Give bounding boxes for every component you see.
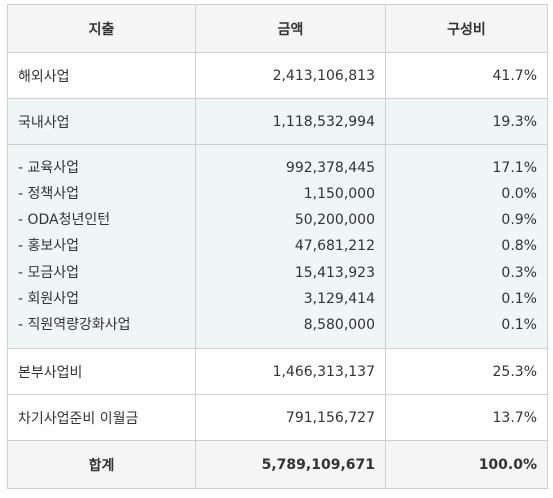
sub-item-label: - ODA청년인턴 — [18, 212, 111, 229]
table-row-hq-expenses: 본부사업비 1,466,313,137 25.3% — [7, 348, 548, 395]
row-amount: 1,466,313,137 — [195, 348, 386, 395]
row-label: 국내사업 — [7, 98, 196, 145]
row-ratio: 41.7% — [385, 52, 548, 99]
sub-item-ratio: 0.1% — [501, 316, 537, 333]
sub-item-amount: 1,150,000 — [303, 186, 375, 203]
total-label: 합계 — [7, 440, 196, 489]
sub-item-amount: 3,129,414 — [303, 290, 375, 307]
header-ratio: 구성비 — [385, 4, 548, 53]
row-label: 본부사업비 — [7, 348, 196, 395]
table-row-overseas: 해외사업 2,413,106,813 41.7% — [7, 52, 548, 99]
row-ratio: 13.7% — [385, 394, 548, 441]
expenditure-table: 지출 금액 구성비 해외사업 2,413,106,813 41.7% 국내사업 … — [7, 4, 548, 489]
sub-item-label: - 모금사업 — [18, 264, 80, 281]
header-row: 지출 금액 구성비 — [7, 4, 548, 53]
row-amount: 1,118,532,994 — [195, 98, 386, 145]
row-ratio: 19.3% — [385, 98, 548, 145]
sub-amounts-cell: 992,378,445 1,150,000 50,200,000 47,681,… — [195, 144, 386, 349]
sub-ratios-cell: 17.1% 0.0% 0.9% 0.8% 0.3% 0.1% 0.1% — [385, 144, 548, 349]
sub-item-ratio: 0.3% — [501, 264, 537, 281]
table-row-domestic-breakdown: - 교육사업 - 정책사업 - ODA청년인턴 - 홍보사업 - 모금사업 - … — [7, 144, 548, 349]
sub-item-label: - 정책사업 — [18, 186, 80, 203]
header-expenditure: 지출 — [7, 4, 196, 53]
table-row-carryover: 차기사업준비 이월금 791,156,727 13.7% — [7, 394, 548, 441]
sub-item-label: - 홍보사업 — [18, 238, 80, 255]
total-ratio: 100.0% — [385, 440, 548, 489]
sub-labels-cell: - 교육사업 - 정책사업 - ODA청년인턴 - 홍보사업 - 모금사업 - … — [7, 144, 196, 349]
sub-item-amount: 15,413,923 — [294, 264, 375, 281]
total-row: 합계 5,789,109,671 100.0% — [7, 440, 548, 489]
sub-item-ratio: 17.1% — [492, 159, 537, 176]
row-amount: 791,156,727 — [195, 394, 386, 441]
table-row-domestic: 국내사업 1,118,532,994 19.3% — [7, 98, 548, 145]
sub-item-amount: 50,200,000 — [294, 212, 375, 229]
sub-item-ratio: 0.9% — [501, 212, 537, 229]
row-amount: 2,413,106,813 — [195, 52, 386, 99]
sub-item-label: - 직원역량강화사업 — [18, 316, 131, 333]
sub-item-label: - 교육사업 — [18, 159, 80, 176]
sub-item-amount: 47,681,212 — [294, 238, 375, 255]
sub-item-ratio: 0.8% — [501, 238, 537, 255]
sub-item-ratio: 0.1% — [501, 290, 537, 307]
sub-item-ratio: 0.0% — [501, 186, 537, 203]
header-amount: 금액 — [195, 4, 386, 53]
sub-item-label: - 회원사업 — [18, 290, 80, 307]
sub-item-amount: 8,580,000 — [303, 316, 375, 333]
row-label: 해외사업 — [7, 52, 196, 99]
total-amount: 5,789,109,671 — [195, 440, 386, 489]
sub-item-amount: 992,378,445 — [285, 159, 375, 176]
row-ratio: 25.3% — [385, 348, 548, 395]
row-label: 차기사업준비 이월금 — [7, 394, 196, 441]
